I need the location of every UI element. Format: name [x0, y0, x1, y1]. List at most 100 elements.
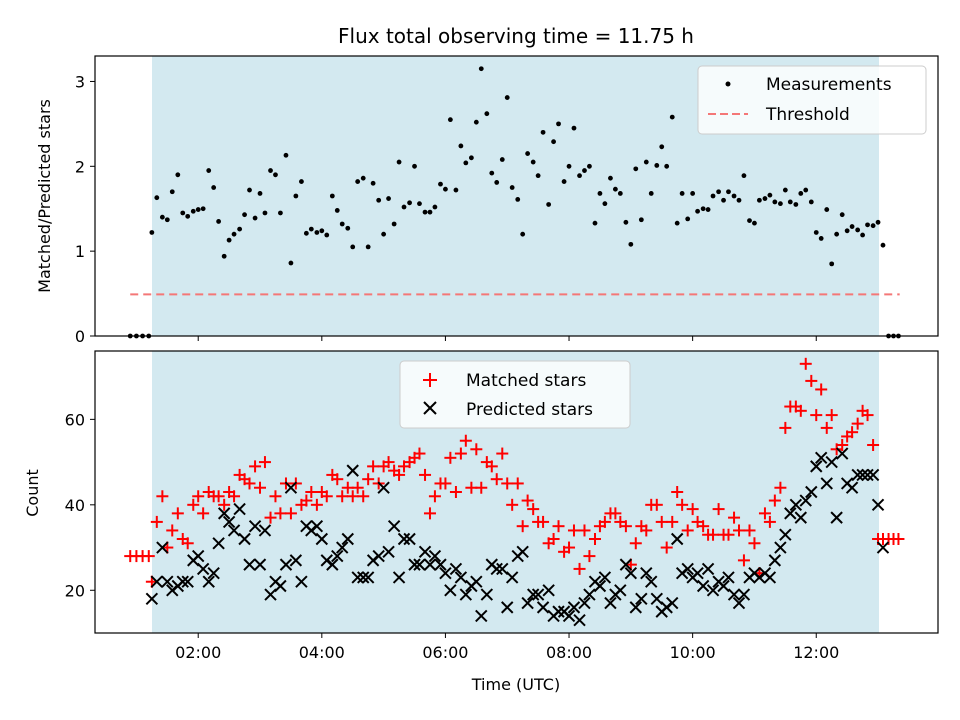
measurements-point	[731, 193, 737, 199]
matched-stars-point	[707, 528, 720, 541]
predicted-stars-point	[666, 596, 679, 610]
matched-stars-point	[305, 486, 318, 498]
top-ytick-label: 2	[75, 157, 85, 176]
measurements-point	[499, 157, 505, 162]
measurements-point	[793, 202, 799, 207]
top-axes-frame	[94, 55, 939, 337]
xtick-label: 12:00	[793, 643, 839, 662]
measurements-point	[726, 189, 731, 195]
predicted-stars-point	[635, 592, 648, 606]
matched-stars-point	[521, 494, 534, 507]
measurements-point	[273, 172, 278, 178]
predicted-stars-point	[835, 447, 849, 460]
matched-stars-point	[331, 473, 344, 486]
predicted-stars-point	[619, 558, 633, 571]
predicted-stars-point	[866, 468, 880, 482]
measurements-point	[664, 163, 670, 169]
measurements-point	[762, 196, 768, 201]
predicted-stars-point	[315, 532, 329, 546]
predicted-stars-point	[377, 481, 390, 494]
matched-stars-point	[501, 477, 514, 490]
measurements-point	[360, 175, 366, 181]
matched-stars-point	[748, 537, 761, 550]
measurements-point	[582, 168, 587, 173]
measurements-point	[540, 129, 546, 135]
predicted-stars-point	[845, 481, 859, 494]
matched-stars-point	[799, 357, 812, 370]
matched-stars-point	[527, 503, 540, 516]
top-panel: 0 1 2 3 Flux total observing time = 11.75 h…	[35, 24, 939, 346]
measurements-point	[407, 200, 412, 206]
measurements-point	[509, 185, 515, 190]
predicted-stars-point	[284, 481, 298, 494]
x-axis-label: Time (UTC)	[471, 675, 560, 694]
measurements-point	[818, 236, 824, 241]
measurements-point	[200, 206, 206, 212]
measurements-point	[453, 187, 459, 193]
matched-stars-point	[258, 456, 271, 469]
predicted-stars-point	[722, 571, 735, 584]
predicted-stars-point	[696, 579, 710, 593]
matched-stars-point	[583, 550, 596, 563]
matched-stars-point	[346, 490, 359, 503]
matched-stars-point	[310, 498, 323, 511]
measurements-point	[468, 155, 474, 161]
measurements-point	[458, 143, 464, 149]
measurements-point	[597, 191, 603, 196]
measurements-point	[736, 197, 742, 203]
measurements-point	[396, 159, 402, 165]
measurements-point	[834, 231, 840, 237]
xtick-label: 08:00	[546, 643, 592, 662]
top-y-axis-label: Matched/Predicted stars	[35, 99, 54, 293]
xtick-label: 06:00	[422, 643, 468, 662]
measurements-point	[716, 189, 721, 195]
matched-stars-point	[423, 507, 436, 520]
measurements-point	[747, 218, 752, 224]
predicted-stars-point	[578, 596, 591, 610]
matched-stars-point	[490, 473, 503, 486]
measurements-point	[608, 175, 613, 181]
predicted-stars-point	[536, 601, 550, 614]
predicted-stars-point	[629, 601, 642, 614]
measurements-point	[324, 232, 330, 238]
measurements-point	[314, 230, 320, 235]
predicted-stars-point	[480, 588, 494, 601]
bottom-ytick-label: 60	[65, 410, 85, 429]
matched-stars-point	[892, 533, 905, 545]
measurements-point	[417, 201, 422, 207]
predicted-stars-point	[341, 532, 354, 546]
predicted-stars-point	[181, 575, 194, 588]
predicted-stars-point	[475, 609, 488, 623]
measurements-point	[478, 66, 484, 72]
measurements-point	[447, 117, 453, 123]
measurements-point	[443, 186, 448, 192]
predicted-stars-point	[449, 562, 463, 576]
predicted-stars-point	[810, 460, 823, 473]
matched-stars-point	[444, 451, 457, 464]
matched-stars-point	[228, 490, 241, 503]
predicted-stars-point	[876, 541, 890, 554]
legend-label-measurements: Measurements	[766, 75, 892, 95]
predicted-stars-point	[768, 554, 782, 567]
measurements-point	[710, 193, 716, 199]
measurements-point	[638, 217, 644, 223]
measurements-point	[149, 230, 155, 235]
measurements-point	[875, 219, 881, 225]
measurements-point	[169, 189, 175, 195]
predicted-stars-point	[825, 455, 838, 469]
predicted-stars-point	[681, 562, 694, 576]
measurements-point	[520, 231, 526, 237]
matched-stars-point	[537, 515, 550, 528]
measurements-point	[381, 231, 387, 237]
measurements-point	[463, 160, 469, 166]
measurements-point	[242, 212, 247, 218]
measurements-point	[648, 191, 654, 196]
matched-stars-point	[254, 481, 267, 494]
matched-stars-point	[758, 507, 771, 520]
matched-stars-point	[249, 460, 262, 473]
matched-stars-point	[428, 490, 441, 503]
predicted-stars-point	[717, 579, 730, 593]
matched-stars-point	[779, 421, 792, 434]
measurements-point	[535, 173, 541, 179]
matched-stars-point	[187, 498, 200, 511]
